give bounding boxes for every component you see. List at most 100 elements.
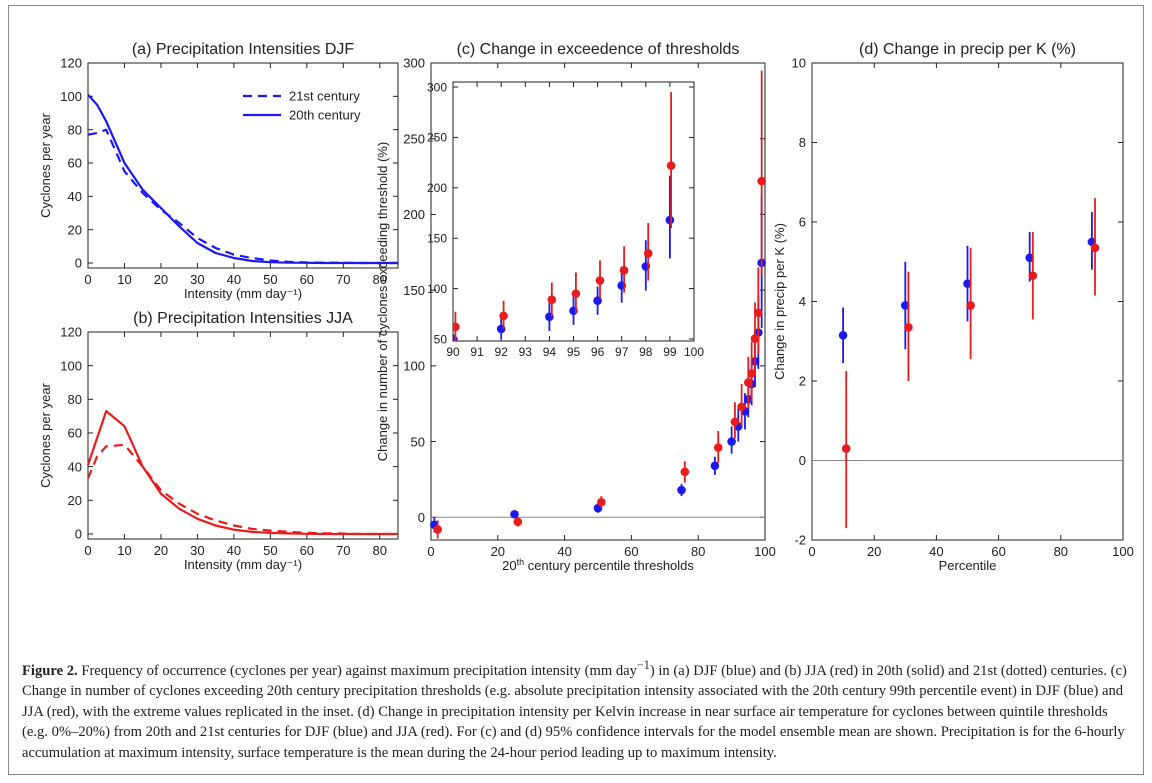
d-xtick-label: 100: [1112, 544, 1134, 559]
d-xlabel: Percentile: [939, 558, 997, 573]
c-point-djf-2: [510, 509, 519, 519]
c-xtick-label: 0: [427, 544, 434, 559]
c-point-jja-4: [680, 467, 690, 477]
b-ytick-label: 20: [68, 493, 82, 508]
caption-text-2: ) in (a) DJF (blue) and (b) JJA (red) in…: [22, 662, 1127, 761]
inset-point-jja-6: [619, 266, 629, 275]
a-xtick-label: 50: [263, 272, 277, 287]
series-line-b-1: [86, 443, 398, 536]
a-title: (a) Precipitation Intensities DJF: [132, 41, 355, 58]
d-point-jja-3: [966, 301, 975, 310]
inset-ytick-label: 50: [434, 332, 448, 346]
d-point-djf-3: [963, 279, 972, 288]
inset-points: [453, 92, 676, 341]
d-point-djf-1: [838, 330, 848, 340]
d-xtick-label: 20: [867, 544, 881, 559]
a-plot-frame: [87, 62, 399, 269]
b-title: (b) Precipitation Intensities JJA: [133, 310, 353, 327]
a-ytick-label: 120: [60, 56, 82, 71]
a-xtick-label: 40: [227, 272, 241, 287]
b-ylabel: Cyclones per year: [38, 382, 53, 487]
c-xtick-label: 100: [754, 544, 776, 559]
inset-point-jja-2: [499, 311, 508, 321]
c-point-djf-5: [710, 461, 720, 471]
caption-text-1: Frequency of occurrence (cyclones per ye…: [81, 662, 637, 679]
a-xtick-label: 0: [84, 272, 91, 287]
inset-xtick-label: 100: [684, 345, 704, 359]
b-xtick-label: 60: [300, 543, 314, 558]
a-ylabel: Cyclones per year: [38, 112, 53, 217]
c-point-jja-5: [713, 443, 723, 452]
c-point-jja-9: [747, 369, 756, 378]
c-point-jja-6: [730, 417, 740, 427]
inset-ytick-label: 100: [427, 282, 447, 296]
inset-xtick-label: 96: [591, 345, 605, 359]
c-point-jja-2: [513, 517, 523, 527]
b-xtick-label: 50: [263, 543, 277, 558]
series-line-a-1: [87, 128, 398, 265]
inset-point-jja-7: [643, 249, 653, 258]
chart-a: 0 10 20 30 40 50 60 70 80 0 20 40 60 80 100 120 (a) Prec…: [38, 41, 399, 301]
c-ytick-label: 300: [403, 56, 425, 71]
d-point-jja-1: [841, 444, 851, 453]
inset-xtick-label: 97: [615, 345, 629, 359]
d-ytick-label: 0: [799, 453, 806, 468]
d-point-jja-4: [1028, 271, 1038, 280]
c-xtick-label: 60: [624, 544, 638, 559]
a-ytick-label: 40: [68, 189, 82, 204]
a-xtick-label: 10: [117, 272, 131, 287]
d-ylabel: Change in precip per K (%): [772, 223, 787, 380]
inset-c: 90 91 92 93 94 95 96 97 98 99 100 50 100 150 200 250 300: [427, 80, 704, 359]
b-ytick-label: 40: [68, 459, 82, 474]
a-ytick-label: 80: [68, 122, 82, 137]
b-ytick-label: 80: [68, 392, 82, 407]
inset-ytick-label: 200: [427, 181, 447, 195]
c-ytick-label: 250: [403, 131, 425, 146]
inset-xtick-label: 91: [470, 345, 484, 359]
b-ytick-label: 100: [60, 358, 82, 373]
c-ytick-label: 200: [403, 207, 425, 222]
c-xlabel-superscript: th: [517, 557, 525, 567]
b-xtick-label: 20: [154, 543, 168, 558]
b-xlabel: Intensity (mm day⁻¹): [184, 557, 302, 572]
c-xlabel-part: century percentile thresholds: [524, 558, 694, 573]
c-point-jja-7: [737, 402, 746, 412]
b-xtick-label: 10: [117, 543, 131, 558]
d-ytick-label: -2: [794, 533, 806, 548]
caption-superscript: −1: [636, 658, 650, 672]
a-xlabel: Intensity (mm day⁻¹): [184, 286, 302, 301]
d-point-jja-2: [904, 323, 913, 332]
d-title: (d) Change in precip per K (%): [859, 41, 1076, 58]
c-point-jja-8: [744, 378, 753, 387]
c-point-jja-1: [433, 525, 442, 534]
c-ytick-label: 50: [411, 434, 425, 449]
inset-point-jja-8: [666, 161, 676, 170]
d-ytick-label: 10: [792, 56, 806, 71]
b-xtick-label: 0: [84, 543, 91, 558]
b-ytick-label: 0: [75, 527, 82, 542]
c-point-jja-11: [754, 308, 763, 318]
inset-point-djf-8: [665, 215, 675, 225]
d-ytick-label: 4: [799, 294, 806, 309]
inset-xtick-label: 92: [495, 345, 509, 359]
series-line-a-2: [87, 93, 398, 265]
a-xtick-label: 20: [154, 272, 168, 287]
b-xtick-label: 80: [373, 543, 387, 558]
a-xtick-label: 80: [373, 272, 387, 287]
inset-point-jja-4: [571, 289, 581, 298]
b-xtick-label: 30: [190, 543, 204, 558]
b-plot-frame: [87, 331, 399, 540]
figure-frame: [8, 5, 1144, 775]
a-xtick-label: 30: [190, 272, 204, 287]
figure-label: Figure 2.: [22, 662, 78, 679]
d-point-djf-4: [1025, 253, 1034, 263]
d-ytick-label: 2: [799, 374, 806, 389]
inset-xtick-label: 93: [519, 345, 533, 359]
c-point-jja-10: [750, 334, 760, 343]
legend-label-2: 20th century: [289, 108, 361, 123]
c-ylabel: Change in number of cyclones exceeding t…: [375, 142, 390, 461]
a-ytick-label: 20: [68, 222, 82, 237]
a-xtick-label: 60: [300, 272, 314, 287]
inset-point-jja-5: [595, 276, 605, 285]
